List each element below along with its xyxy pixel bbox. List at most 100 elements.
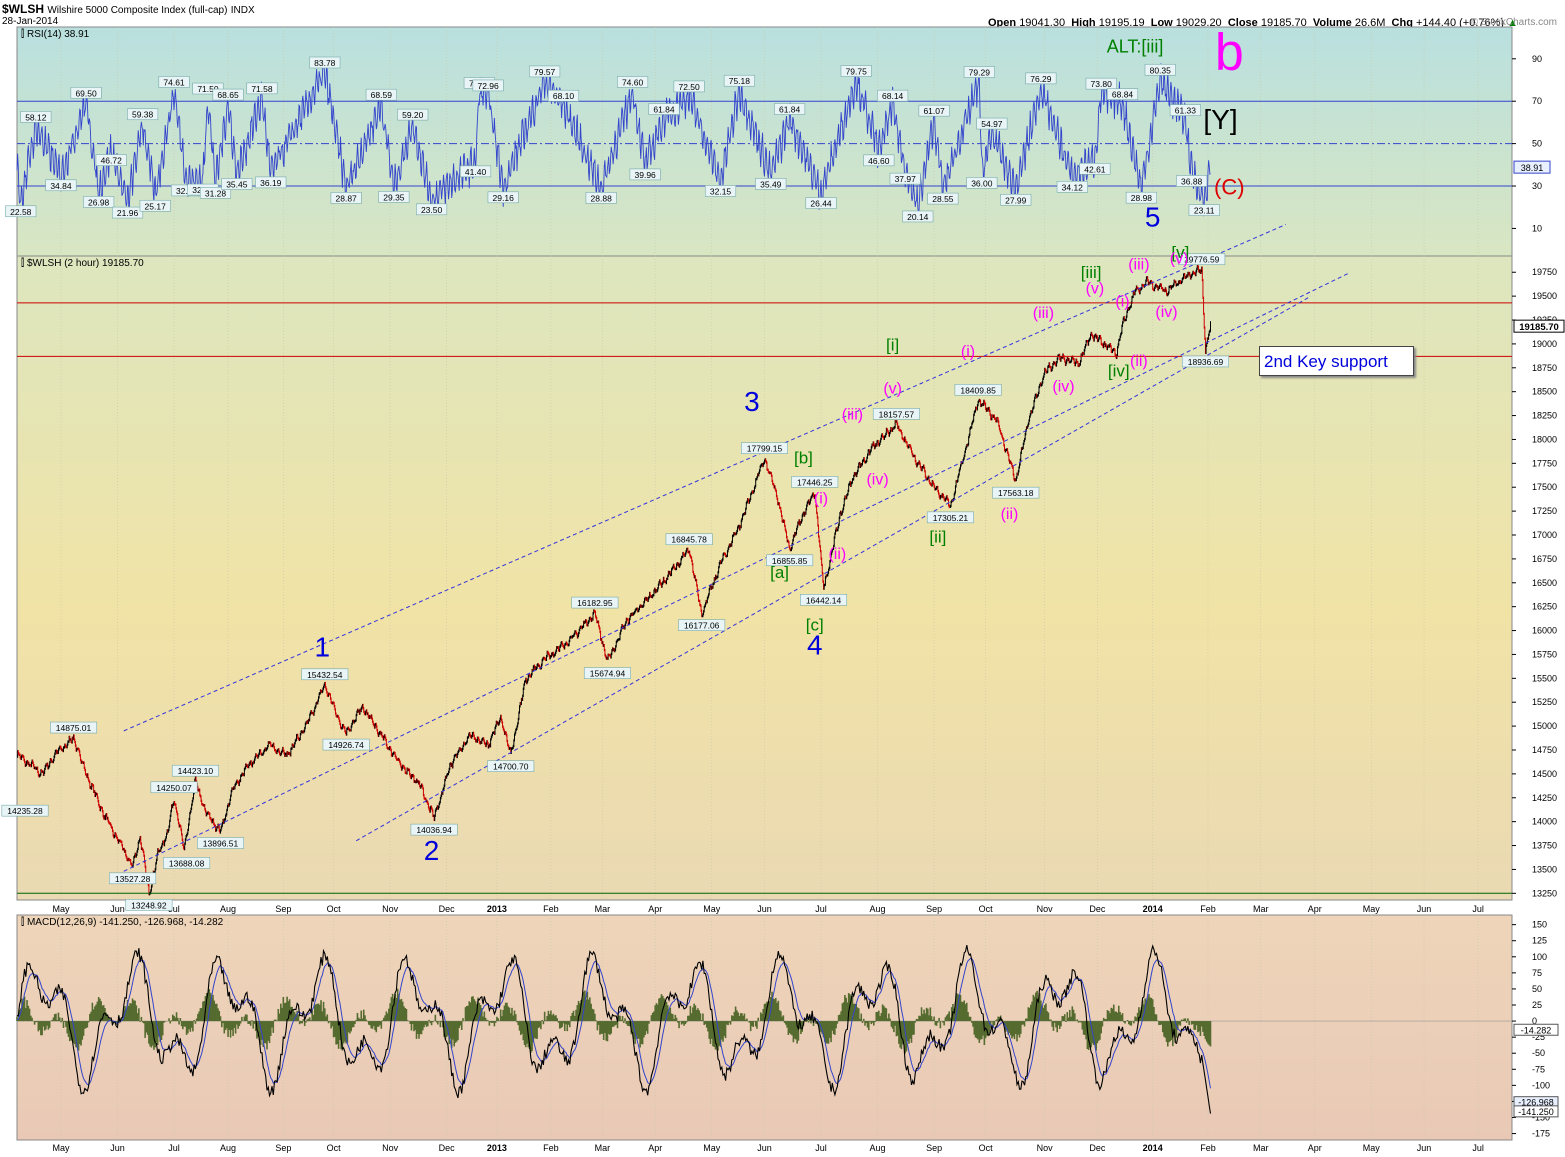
wave-label: [iii]	[1081, 263, 1102, 282]
rsi-value-label: 79.75	[846, 67, 868, 77]
price-tick-label: 14750	[1532, 745, 1557, 755]
rsi-value-label-box	[95, 154, 127, 166]
wave-label: (i)	[814, 490, 828, 507]
price-tick-label: 13250	[1532, 888, 1557, 898]
rsi-value-label-box	[330, 192, 362, 204]
wave-label: [a]	[770, 563, 789, 582]
chg-label: Chg	[1391, 17, 1413, 29]
rsi-value-label: 32.15	[710, 186, 732, 196]
macd-line	[16, 944, 1212, 1114]
macd-current-box	[1513, 1023, 1559, 1036]
rsi-value-label: 75.18	[729, 76, 751, 86]
price-current-box	[1513, 319, 1565, 333]
rsi-value-label-box	[1079, 162, 1111, 175]
rsi-value-label-box	[723, 74, 755, 87]
rsi-value-label: 61.07	[923, 106, 945, 116]
macd-tick-label: 100	[1532, 952, 1547, 962]
rsi-value-label: 36.88	[1181, 176, 1203, 186]
macd-current-label: -14.282	[1521, 1025, 1552, 1035]
rsi-value-label: 58.12	[25, 112, 47, 122]
price-value-label: 14875.01	[56, 723, 92, 733]
rsi-value-label: 61.84	[653, 105, 675, 115]
wave-label: (iv)	[1155, 304, 1177, 321]
rsi-value-label-box	[127, 108, 159, 121]
rsi-value-label-box	[774, 103, 806, 115]
rsi-value-label: 29.35	[383, 192, 405, 202]
price-value-label-box	[678, 619, 726, 631]
price-tick-label: 19750	[1532, 267, 1557, 277]
rsi-value-label: 36.00	[971, 178, 993, 188]
price-value-label-box	[150, 781, 198, 794]
wave-label: 3	[744, 386, 760, 417]
rsi-value-label: 59.38	[132, 110, 154, 120]
price-value-label: 16182.95	[577, 598, 613, 608]
volume-value: 26.6M	[1354, 17, 1386, 29]
x-tick-label: May	[52, 1143, 70, 1153]
rsi-value-label-box	[139, 199, 171, 212]
rsi-value-label: 76.29	[1030, 74, 1052, 84]
rsi-value-label: 22.58	[10, 207, 32, 217]
price-value-label-box	[109, 872, 157, 885]
price-value-label-box	[50, 721, 98, 734]
x-tick-label: Dec	[439, 1143, 456, 1153]
rsi-value-label: 28.98	[1131, 193, 1153, 203]
x-tick-label: 2014	[1143, 1143, 1163, 1153]
x-tick-label: Jul	[815, 1143, 827, 1153]
price-value-label-box	[487, 760, 535, 772]
rsi-value-label-box	[840, 65, 872, 77]
x-tick-label: Mar	[595, 1143, 611, 1153]
up-arrow-icon: ▲	[1507, 17, 1519, 29]
rsi-value-label: 37.97	[895, 174, 917, 184]
x-tick-label: Dec	[439, 904, 456, 914]
x-tick-label: Feb	[1200, 904, 1216, 914]
close-value: 19185.70	[1260, 17, 1307, 29]
x-tick-label: Oct	[327, 1143, 342, 1153]
rsi-value-label-box	[1106, 88, 1139, 100]
price-tick-label: 17250	[1532, 506, 1557, 516]
macd-tick-label: 125	[1532, 936, 1547, 946]
rsi-value-label: 25.17	[145, 201, 167, 211]
price-value-label-box	[1, 804, 49, 817]
chart-header: $WLSH Wilshire 5000 Composite Index (ful…	[2, 2, 255, 16]
macd-tick-label: 75	[1532, 968, 1542, 978]
wave-label: [iv]	[1108, 361, 1130, 380]
rsi-value-label-box	[1125, 191, 1157, 204]
rsi-value-label-box	[1085, 77, 1117, 90]
price-value-label-box	[665, 533, 713, 546]
price-tick-label: 18500	[1532, 387, 1557, 397]
rsi-value-label-box	[365, 88, 397, 101]
price-value-label: 15432.54	[307, 670, 343, 680]
macd-tick-label: -25	[1532, 1032, 1545, 1042]
rsi-value-label: 69.50	[75, 88, 97, 98]
rsi-value-label-box	[1176, 175, 1208, 187]
x-tick-label: Jun	[110, 904, 125, 914]
price-value-label-box	[740, 442, 788, 454]
x-tick-label: Jul	[1472, 1143, 1484, 1153]
rsi-value-label: 28.55	[932, 194, 954, 204]
x-tick-label: Jul	[815, 904, 827, 914]
x-tick-label: Jul	[168, 904, 180, 914]
wave-label: (ii)	[1001, 506, 1019, 523]
price-value-label-box	[800, 594, 848, 606]
rsi-value-label-box	[966, 177, 998, 189]
rsi-value-label: 68.14	[882, 91, 904, 101]
price-value-label-box	[992, 486, 1040, 499]
rsi-value-label-box	[902, 210, 934, 223]
rsi-value-label-box	[5, 205, 37, 218]
rsi-tick-label: 90	[1532, 54, 1542, 64]
x-tick-label: Aug	[220, 1143, 236, 1153]
rsi-value-label: 34.84	[50, 181, 72, 191]
x-tick-label: Sep	[275, 904, 291, 914]
x-tick-label: Dec	[1089, 1143, 1106, 1153]
rsi-value-label: 54.97	[981, 119, 1003, 129]
price-value-label-box	[766, 554, 814, 567]
rsi-value-label-box	[1056, 180, 1088, 193]
x-tick-label: Sep	[926, 904, 942, 914]
price-value-label: 18157.57	[879, 409, 915, 419]
wave-label: (i)	[961, 343, 975, 360]
rsi-value-label-box	[755, 178, 787, 190]
x-tick-label: Dec	[1089, 904, 1106, 914]
price-value-label: 13896.51	[203, 839, 239, 849]
x-tick-label: Oct	[327, 904, 342, 914]
price-value-label-box	[301, 668, 349, 681]
